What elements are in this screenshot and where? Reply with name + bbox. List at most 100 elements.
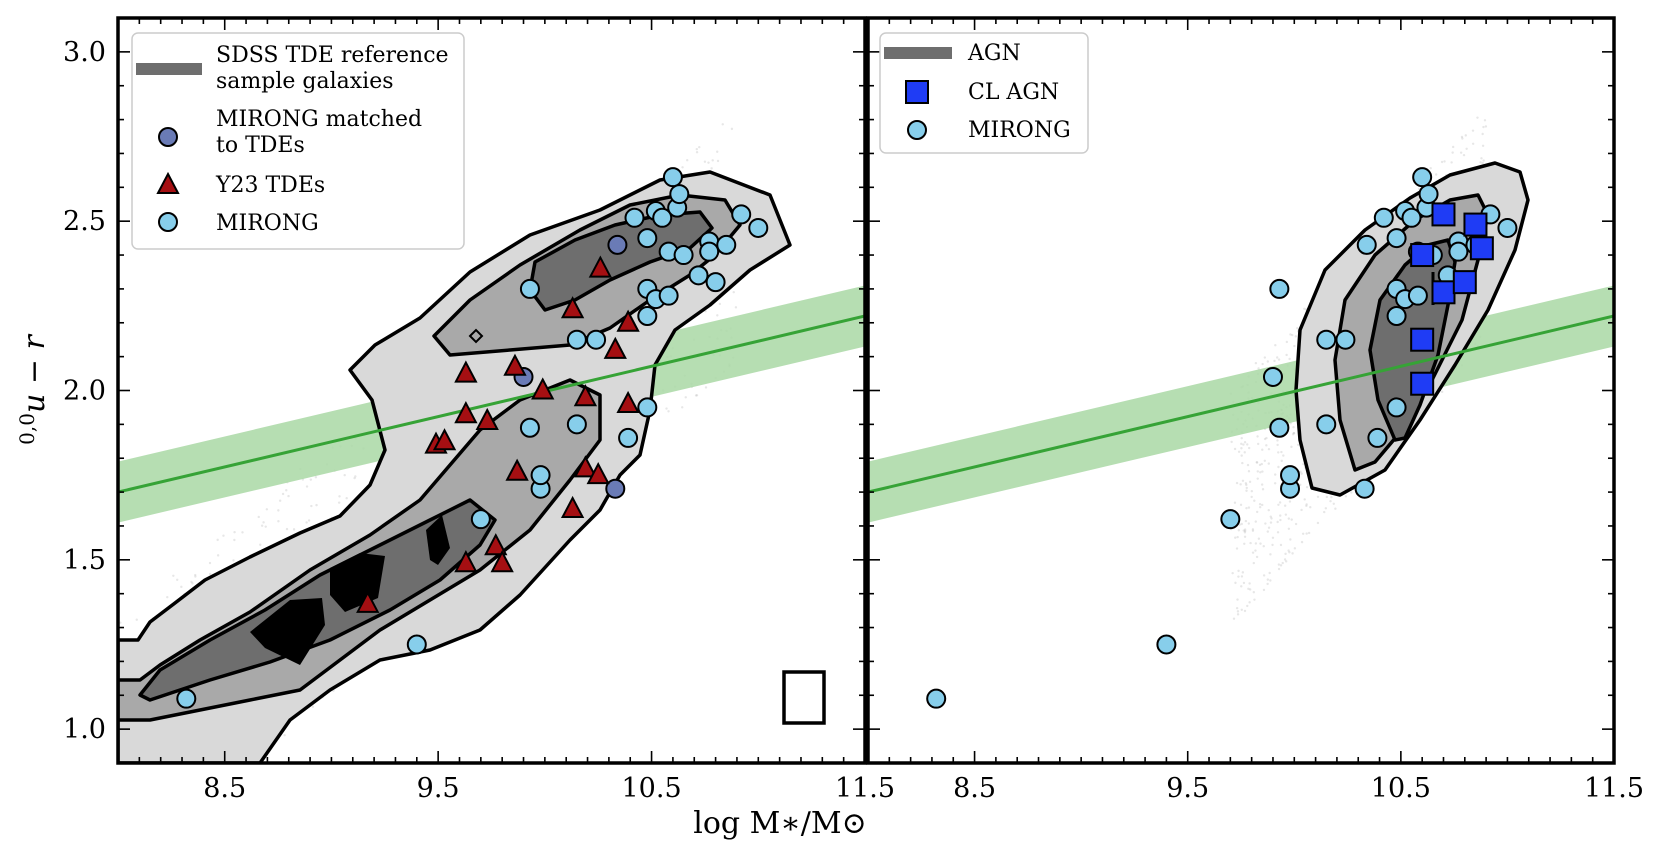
background-sample-dot [264,525,267,528]
mirong-point [618,427,639,448]
legend-mirong-matched-marker [158,127,178,147]
mirong-point [731,204,752,225]
background-sample-dot [1281,561,1284,565]
background-sample-dot [1239,503,1243,507]
background-sample-dot [1451,145,1455,149]
cl-agn-point [1410,327,1435,352]
background-sample-dot [1241,479,1245,482]
background-sample-dot [1300,540,1304,544]
background-sample-dot [230,765,232,767]
background-sample-dot [132,772,134,774]
background-sample-dot [1243,529,1247,533]
background-sample-dot [161,779,163,781]
background-sample-dot [1234,581,1237,585]
background-sample-dot [1261,448,1264,451]
background-sample-dot [129,776,131,778]
mirong-point [1356,234,1377,255]
background-sample-dot [133,804,135,806]
background-sample-dot [1483,119,1487,122]
background-sample-dot [1292,432,1296,435]
background-sample-dot [1242,443,1245,446]
legend-clagn-label: CL AGN [968,80,1059,105]
mirong-point [688,265,709,286]
background-sample-dot [665,407,668,410]
background-sample-dot [132,820,134,822]
background-sample-dot [182,802,184,804]
background-sample-dot [1261,488,1265,491]
background-sample-dot [194,573,197,577]
background-sample-dot [1243,441,1247,444]
cl-agn-point [1469,236,1494,261]
background-sample-dot [208,561,212,565]
mirong-point [1418,184,1439,205]
legend-clagn-marker [905,80,929,104]
mirong-point [1497,217,1518,238]
background-sample-dot [172,574,175,578]
background-sample-dot [1259,471,1262,474]
background-sample-dot [1481,144,1485,147]
background-sample-dot [1282,454,1285,457]
left-legend-frame [131,32,465,250]
mirong-point [1280,465,1301,486]
cl-agn-point [1463,212,1488,237]
background-sample-dot [698,145,701,149]
background-sample-dot [1284,560,1288,563]
background-sample-dot [1290,518,1293,521]
mirong-point [669,184,690,205]
left-contour-level-4a [250,598,325,665]
background-sample-dot [1290,445,1293,449]
y23-tde-point [560,495,585,519]
y-tick-label: 2.0 [63,376,106,407]
background-sample-dot [1299,470,1302,473]
y23-tde-point [454,360,478,383]
background-sample-dot [281,492,285,496]
x-tick-label: 9.5 [1166,773,1209,804]
background-sample-dot [292,528,296,531]
background-sample-dot [1293,344,1296,348]
background-sample-dot [1303,498,1306,501]
background-sample-dot [1276,520,1279,524]
background-sample-dot [1248,588,1252,591]
mirong-point [652,207,673,228]
background-sample-dot [1332,502,1335,505]
legend-mirong-matched-label: MIRONG matched [216,107,422,132]
background-sample-dot [285,527,289,531]
background-sample-dot [1277,358,1281,361]
background-sample-dot [1230,440,1233,444]
background-sample-dot [1232,617,1236,620]
background-sample-dot [1243,542,1246,545]
background-sample-dot [218,764,220,766]
mirong-point [1386,397,1407,418]
background-sample-dot [1241,461,1244,465]
y-tick-label: 3.0 [63,37,106,68]
background-sample-dot [167,794,169,796]
mirong-point [586,329,607,350]
background-sample-dot [1268,571,1271,575]
background-sample-dot [167,825,169,827]
background-sample-dot [166,595,169,599]
background-sample-dot [343,473,346,477]
mirong-point [1335,329,1356,350]
background-sample-dot [259,543,262,546]
left-error-box [782,670,826,725]
background-sample-dot [1288,500,1292,503]
background-sample-dot [694,394,698,397]
background-sample-dot [1280,459,1283,463]
mirong-point [637,306,658,326]
background-sample-dot [1236,613,1240,616]
background-sample-dot [1241,571,1245,574]
background-sample-dot [1261,362,1264,366]
background-sample-dot [1237,575,1240,578]
y23-tde-point [603,336,627,359]
mirong-point [470,509,491,530]
background-sample-dot [1288,551,1291,554]
mirong-point [637,397,658,418]
right-green-valley-line [868,314,1614,494]
background-sample-dot [711,159,714,162]
background-sample-dot [310,504,313,508]
background-sample-dot [1279,564,1283,567]
mirong-point [1367,427,1388,448]
background-sample-dot [1269,521,1273,524]
background-sample-dot [1265,444,1268,447]
left-contour-diamond [468,328,484,344]
